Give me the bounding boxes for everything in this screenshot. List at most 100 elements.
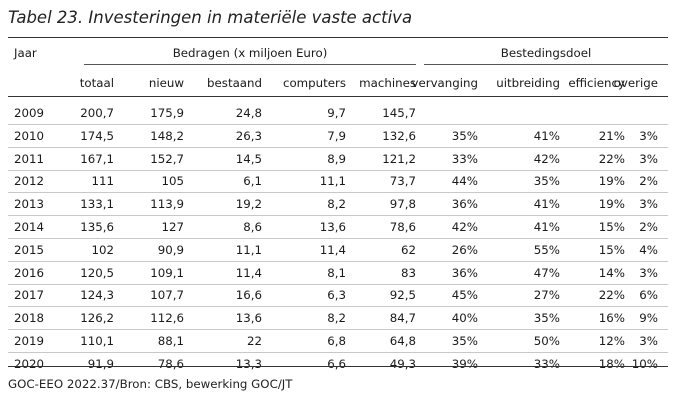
cell-totaal: 91,9 (87, 356, 114, 371)
cell-uitbreiding: 42% (533, 151, 560, 166)
cell-overige: 3% (639, 265, 658, 280)
year-cell: 2009 (14, 106, 45, 120)
year-cell: 2012 (14, 174, 45, 189)
row-divider (8, 146, 668, 148)
cell-nieuw: 152,7 (150, 151, 184, 166)
cell-efficiency: 22% (598, 151, 625, 166)
cell-overige: 10% (631, 356, 658, 371)
column-header-overige: overige (613, 76, 658, 90)
cell-totaal: 133,1 (80, 197, 114, 212)
cell-machines: 62 (400, 242, 416, 257)
cell-nieuw: 107,7 (150, 288, 184, 303)
cell-machines: 132,6 (382, 128, 416, 143)
cell-machines: 121,2 (382, 151, 416, 166)
cell-computers: 7,9 (327, 128, 346, 143)
column-header-computers: computers (282, 76, 346, 90)
cell-efficiency: 19% (598, 197, 625, 212)
cell-vervanging: 35% (451, 128, 478, 143)
cell-totaal: 135,6 (80, 220, 114, 234)
cell-computers: 8,2 (327, 197, 346, 212)
header-bedragen-group: Bedragen (x miljoen Euro) (172, 46, 328, 60)
cell-efficiency: 14% (598, 265, 625, 280)
cell-machines: 78,6 (389, 220, 416, 234)
row-divider (8, 169, 668, 171)
cell-vervanging: 40% (451, 311, 478, 326)
cell-uitbreiding: 33% (533, 356, 560, 371)
table-title: Tabel 23. Investeringen in materiële vas… (8, 8, 413, 27)
cell-vervanging: 35% (451, 334, 478, 348)
cell-vervanging: 45% (451, 288, 478, 303)
cell-bestaand: 11,1 (235, 242, 262, 257)
cell-vervanging: 33% (451, 151, 478, 166)
cell-bestaand: 6,1 (243, 174, 262, 189)
year-cell: 2019 (14, 334, 45, 348)
cell-computers: 6,8 (327, 334, 346, 348)
cell-uitbreiding: 35% (533, 311, 560, 326)
cell-bestaand: 13,6 (235, 311, 262, 326)
cell-vervanging: 36% (451, 265, 478, 280)
cell-machines: 49,3 (389, 356, 416, 371)
cell-vervanging: 36% (451, 197, 478, 212)
cell-nieuw: 113,9 (150, 197, 184, 212)
cell-totaal: 167,1 (80, 151, 114, 166)
bedragen-group-rule (84, 64, 416, 65)
cell-computers: 6,3 (327, 288, 346, 303)
cell-computers: 11,1 (319, 174, 346, 189)
row-divider (8, 329, 668, 331)
cell-nieuw: 175,9 (150, 106, 184, 120)
row-divider (8, 283, 668, 285)
column-header-machines: machines (359, 76, 416, 90)
cell-nieuw: 88,1 (157, 334, 184, 348)
year-cell: 2017 (14, 288, 45, 303)
cell-uitbreiding: 50% (533, 334, 560, 348)
cell-bestaand: 13,3 (235, 356, 262, 371)
year-cell: 2015 (14, 242, 45, 257)
cell-efficiency: 21% (598, 128, 625, 143)
cell-overige: 3% (639, 151, 658, 166)
cell-machines: 83 (400, 265, 416, 280)
header-jaar: Jaar (14, 46, 37, 60)
cell-computers: 9,7 (327, 106, 346, 120)
cell-totaal: 126,2 (80, 311, 114, 326)
year-cell: 2016 (14, 265, 45, 280)
cell-overige: 3% (639, 128, 658, 143)
cell-uitbreiding: 55% (533, 242, 560, 257)
cell-efficiency: 22% (598, 288, 625, 303)
year-cell: 2011 (14, 151, 45, 166)
cell-machines: 73,7 (389, 174, 416, 189)
header-bottom-rule (8, 96, 668, 97)
cell-totaal: 200,7 (80, 106, 114, 120)
cell-machines: 64,8 (389, 334, 416, 348)
cell-overige: 3% (639, 334, 658, 348)
cell-machines: 84,7 (389, 311, 416, 326)
cell-totaal: 124,3 (80, 288, 114, 303)
cell-totaal: 174,5 (80, 128, 114, 143)
column-header-vervanging: vervanging (411, 76, 478, 90)
cell-uitbreiding: 41% (533, 128, 560, 143)
cell-efficiency: 15% (598, 220, 625, 234)
bottom-rule (8, 366, 668, 367)
row-divider (8, 238, 668, 239)
cell-efficiency: 15% (598, 242, 625, 257)
cell-computers: 11,4 (319, 242, 346, 257)
year-cell: 2020 (14, 356, 45, 371)
cell-uitbreiding: 27% (533, 288, 560, 303)
row-divider (8, 260, 668, 262)
cell-machines: 97,8 (389, 197, 416, 212)
column-header-totaal: totaal (79, 76, 114, 90)
cell-nieuw: 109,1 (150, 265, 184, 280)
cell-totaal: 111 (91, 174, 114, 189)
row-divider (8, 352, 668, 353)
cell-totaal: 102 (91, 242, 114, 257)
cell-bestaand: 19,2 (235, 197, 262, 212)
cell-vervanging: 44% (451, 174, 478, 189)
cell-machines: 92,5 (389, 288, 416, 303)
cell-nieuw: 148,2 (150, 128, 184, 143)
row-divider (8, 192, 668, 194)
year-cell: 2018 (14, 311, 45, 326)
year-cell: 2013 (14, 197, 45, 212)
top-rule (8, 37, 668, 38)
cell-efficiency: 19% (598, 174, 625, 189)
cell-bestaand: 16,6 (235, 288, 262, 303)
cell-uitbreiding: 41% (533, 220, 560, 234)
